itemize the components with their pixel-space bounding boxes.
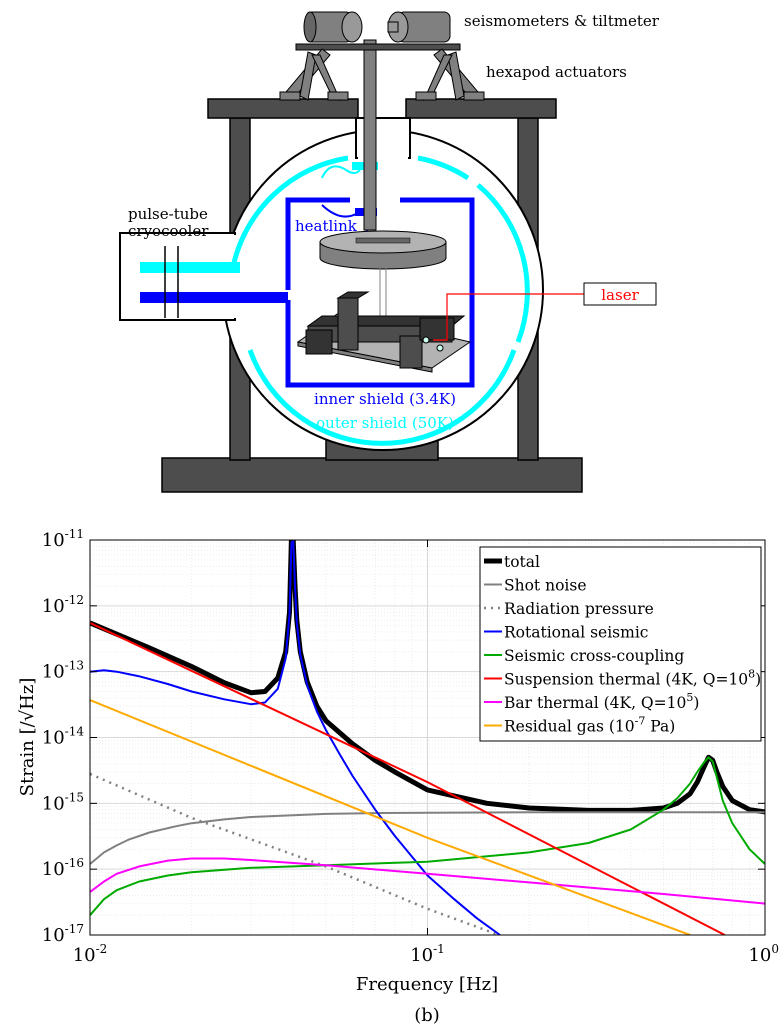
cryo-line-cyan	[140, 262, 240, 273]
outer-shield-label: outer shield (50K)	[316, 414, 454, 432]
heatlink-label: heatlink	[295, 217, 358, 235]
legend-entry: Radiation pressure	[504, 600, 654, 618]
base-plate	[161, 457, 583, 493]
laser-beam	[433, 293, 584, 341]
series-line	[90, 756, 765, 916]
suspended-disk	[319, 230, 447, 270]
cryocooler-label-line1: pulse-tube	[128, 205, 208, 223]
legend: total Shot noise Radiation pressure Rotatio…	[479, 546, 762, 742]
legend-entry: Seismic cross-coupling	[504, 647, 684, 665]
laser-box	[583, 282, 657, 306]
tick-label: 10-12	[42, 593, 84, 617]
hexapod-label: hexapod actuators	[486, 63, 627, 81]
series-line	[90, 772, 500, 935]
frame-top-beam-right	[405, 98, 557, 119]
torsion-bar-assembly	[296, 291, 472, 373]
inner-shield-label: inner shield (3.4K)	[314, 390, 456, 408]
hexapod-left	[279, 48, 349, 102]
heatlink-blue	[321, 204, 357, 218]
x-axis-label: Frequency [Hz]	[356, 974, 498, 995]
legend-entry: Shot noise	[504, 577, 587, 595]
legend-entry: Residual gas (10-7 Pa)	[504, 715, 675, 736]
inner-shield	[285, 197, 475, 388]
tick-label: 10-17	[42, 922, 84, 946]
heatlink-cyan	[321, 165, 361, 179]
suspension-rod	[363, 39, 377, 231]
series-line	[90, 857, 765, 905]
seismometer-left	[303, 11, 363, 43]
seismometers-label: seismometers & tiltmeter	[464, 12, 660, 30]
tick-label: 10-11	[42, 527, 84, 551]
tick-label: 100	[748, 942, 779, 966]
tick-label: 10-1	[410, 942, 445, 966]
tick-label: 10-16	[42, 856, 84, 880]
series-line	[90, 540, 501, 935]
series-line	[90, 699, 691, 935]
frame-top-beam-left	[207, 98, 359, 119]
seismometer-right	[387, 11, 451, 43]
cryocooler-label-line2: cryocooler	[128, 222, 209, 240]
tick-label: 10-2	[73, 942, 108, 966]
legend-entry: Suspension thermal (4K, Q=108)	[504, 668, 761, 689]
series-line	[90, 811, 765, 865]
tick-label: 10-14	[42, 725, 85, 749]
strain-chart: 10-2 10-1 100 10-17 10-16 10-15 10-14 10-13 10-1…	[17, 527, 779, 1026]
cryo-line-blue	[140, 292, 288, 303]
series-lines	[90, 540, 765, 935]
series-line	[90, 621, 726, 935]
legend-box	[479, 546, 762, 742]
top-platform	[295, 43, 461, 51]
figure-caption: (b)	[414, 1005, 440, 1026]
y-axis-label: Strain [/√Hz]	[17, 678, 38, 797]
ticks: 10-2 10-1 100 10-17 10-16 10-15 10-14 10-13 10-1…	[42, 527, 779, 966]
hexapod-right	[415, 48, 485, 102]
legend-entry: Rotational seismic	[504, 624, 648, 642]
tick-label: 10-13	[42, 659, 84, 683]
tick-label: 10-15	[42, 790, 84, 814]
outer-shield	[230, 155, 530, 446]
legend-entry: Bar thermal (4K, Q=105)	[504, 691, 699, 712]
laser-label: laser	[601, 286, 639, 304]
legend-entry: total	[504, 553, 540, 571]
cryostat-diagram: laser seismometers & tiltmeter hexapod a…	[119, 11, 660, 493]
